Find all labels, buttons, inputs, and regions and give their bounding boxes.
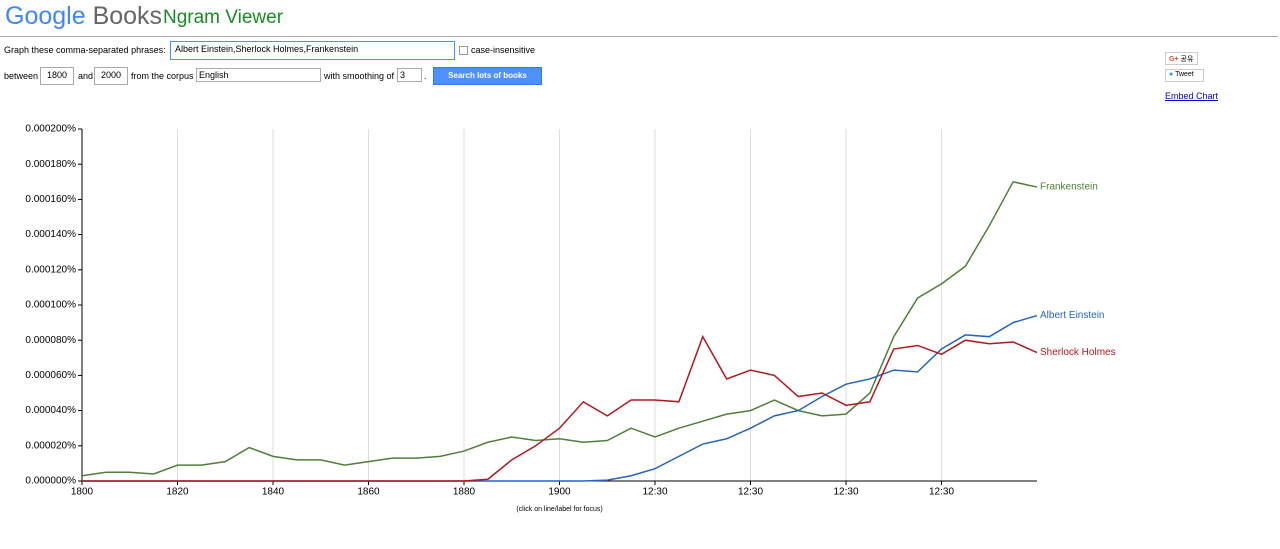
share-label: 공유 xyxy=(1180,56,1194,63)
tweet-label: Tweet xyxy=(1175,71,1194,78)
phrases-label: Graph these comma-separated phrases: xyxy=(4,45,166,55)
y-tick-label: 0.000040% xyxy=(25,405,76,416)
x-tick-label: 12:30 xyxy=(833,487,858,498)
y-tick-label: 0.000160% xyxy=(25,194,76,205)
y-tick-label: 0.000100% xyxy=(25,300,76,311)
y-tick-label: 0.000140% xyxy=(25,229,76,240)
app-title: Ngram Viewer xyxy=(163,7,284,28)
chart-note: (click on line/label for focus) xyxy=(516,506,602,513)
x-tick-label: 1900 xyxy=(548,487,571,498)
share-button[interactable]: G+ 공유 xyxy=(1165,52,1198,65)
y-tick-label: 0.000200% xyxy=(25,124,76,135)
end-year-input[interactable]: 2000 xyxy=(94,67,128,85)
x-tick-label: 12:30 xyxy=(738,487,763,498)
tweet-button[interactable]: ● Tweet xyxy=(1165,69,1204,82)
y-tick-label: 0.000020% xyxy=(25,440,76,451)
x-tick-label: 1820 xyxy=(166,487,189,498)
start-year-input[interactable]: 1800 xyxy=(40,67,74,85)
x-tick-label: 12:30 xyxy=(642,487,667,498)
case-checkbox[interactable] xyxy=(459,46,468,55)
series-label[interactable]: Albert Einstein xyxy=(1040,310,1104,321)
between-label: between xyxy=(4,71,39,81)
and-label: and xyxy=(78,71,94,81)
search-button[interactable]: Search lots of books xyxy=(433,67,542,85)
y-tick-label: 0.000180% xyxy=(25,159,76,170)
series-label[interactable]: Sherlock Holmes xyxy=(1040,347,1116,358)
gplus-icon: G+ xyxy=(1169,56,1179,63)
series-label[interactable]: Frankenstein xyxy=(1040,182,1098,193)
y-tick-label: 0.000060% xyxy=(25,370,76,381)
corpus-select[interactable]: English xyxy=(196,68,321,82)
logo-books: Books xyxy=(92,2,163,30)
x-tick-label: 1880 xyxy=(453,487,476,498)
logo-google: Google xyxy=(5,2,86,30)
case-label: case-insensitive xyxy=(471,45,536,55)
x-tick-label: 1860 xyxy=(357,487,380,498)
y-tick-label: 0.000080% xyxy=(25,335,76,346)
x-tick-label: 1800 xyxy=(71,487,94,498)
x-tick-label: 1840 xyxy=(262,487,285,498)
smoothing-label: with smoothing of xyxy=(324,71,395,81)
y-tick-label: 0.000000% xyxy=(25,476,76,487)
series-line[interactable] xyxy=(81,180,1038,477)
logo[interactable]: Google Books xyxy=(5,2,162,31)
phrases-input[interactable]: Albert Einstein,Sherlock Holmes,Frankens… xyxy=(170,41,455,60)
y-tick-label: 0.000120% xyxy=(25,264,76,275)
embed-link[interactable]: Embed Chart xyxy=(1165,91,1219,101)
header-rule xyxy=(0,36,1278,37)
x-tick-label: 12:30 xyxy=(929,487,954,498)
series-line[interactable] xyxy=(82,334,1038,482)
period: . xyxy=(424,71,427,81)
corpus-label: from the corpus xyxy=(131,71,194,81)
twitter-icon: ● xyxy=(1169,71,1174,78)
smoothing-select[interactable]: 3 xyxy=(397,68,422,82)
